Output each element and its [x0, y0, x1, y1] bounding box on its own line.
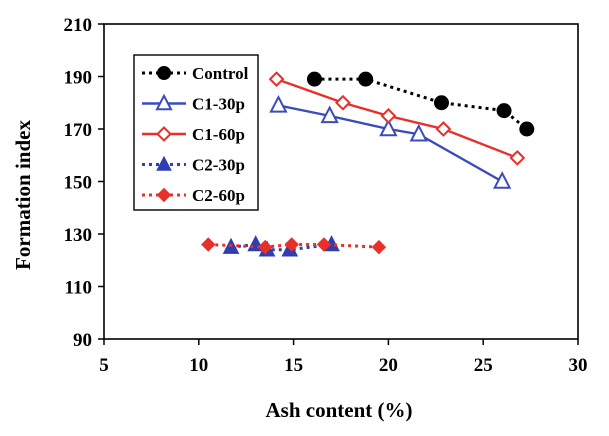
data-point [519, 121, 535, 137]
data-point [496, 103, 512, 119]
legend-label: C2-60p [192, 186, 245, 205]
y-tick-label: 150 [64, 173, 93, 194]
legend-label: C2-30p [192, 156, 245, 175]
data-point [358, 71, 374, 87]
x-tick-label: 10 [189, 355, 208, 376]
x-tick-label: 20 [379, 355, 398, 376]
series-c2-60p [201, 237, 387, 255]
data-point [409, 123, 428, 142]
data-point [371, 239, 387, 255]
x-axis-title: Ash content (%) [266, 398, 413, 422]
data-point [379, 118, 398, 137]
x-tick-label: 5 [99, 355, 109, 376]
y-tick-label: 90 [73, 330, 92, 351]
data-point [435, 121, 452, 137]
y-tick-label: 170 [64, 120, 93, 141]
axes: 5 10 15 20 25 30 90 110 130 150 170 190 210 [64, 15, 588, 376]
data-point [493, 171, 512, 189]
y-tick-label: 210 [64, 15, 93, 36]
series-line [314, 77, 528, 131]
data-point [509, 149, 526, 166]
data-point [268, 71, 285, 88]
data-point [380, 107, 397, 124]
series-c1-60p [268, 71, 526, 166]
data-point [269, 94, 288, 113]
data-point [316, 237, 332, 252]
data-point [201, 237, 216, 252]
legend-marker [156, 155, 172, 171]
y-tick-label: 190 [64, 68, 93, 89]
legend-box [133, 54, 259, 211]
legend-label: C1-30p [192, 95, 245, 114]
data-point [334, 94, 351, 111]
series-line [276, 77, 518, 159]
legend-marker [157, 66, 171, 80]
series-line [208, 243, 379, 249]
series-layer [201, 71, 535, 257]
x-tick-label: 25 [474, 355, 493, 376]
legend-marker [156, 126, 172, 142]
data-point [320, 105, 339, 124]
data-point [433, 95, 449, 111]
y-tick-label: 130 [64, 225, 93, 246]
legend-marker [155, 93, 173, 111]
x-tick-label: 15 [284, 355, 303, 376]
series-c1-30p [269, 94, 512, 189]
data-point [306, 71, 322, 87]
legend-label: Control [192, 64, 249, 83]
data-point [257, 239, 273, 255]
x-tick-label: 30 [569, 355, 588, 376]
y-axis-title: Formation index [11, 120, 35, 270]
series-control [306, 71, 535, 137]
legend-marker [156, 187, 172, 203]
legend-label: C1-60p [192, 125, 245, 144]
legend: Control C1-30p C1-60p C2-30p C2-60p [133, 54, 259, 211]
data-point [284, 237, 299, 252]
y-tick-label: 110 [65, 278, 92, 299]
